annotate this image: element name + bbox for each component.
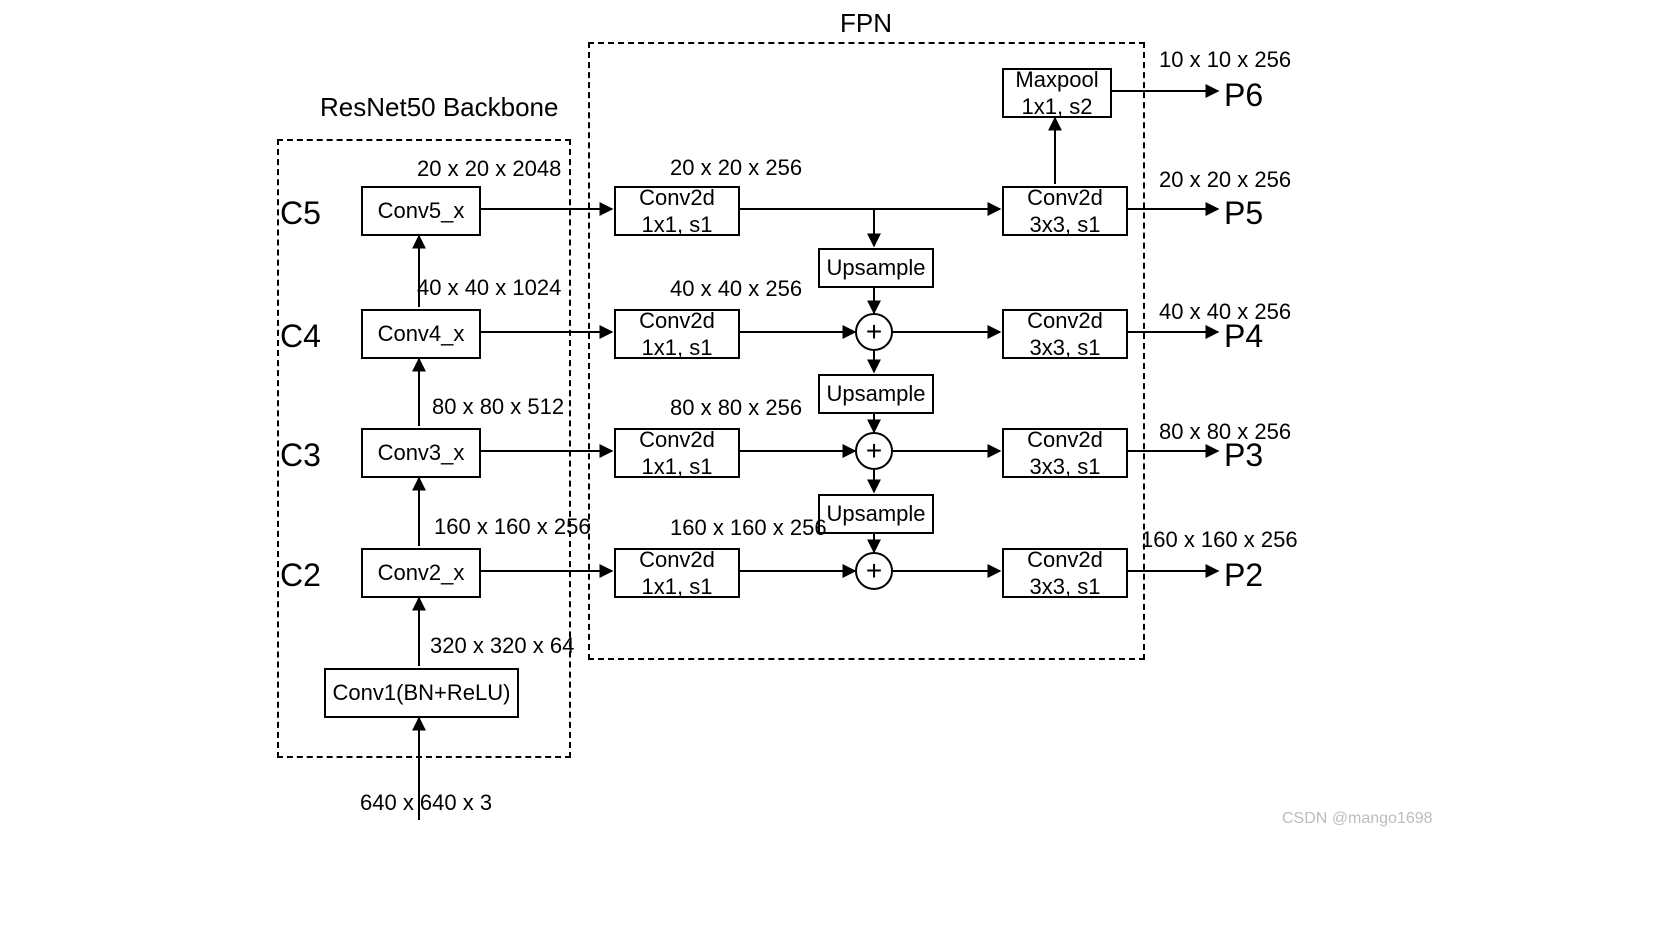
label-p6: P6 [1224,77,1263,114]
block-conv5-text: Conv5_x [378,197,465,225]
dim-c4: 40 x 40 x 1024 [417,275,561,301]
block-upsample5-text: Upsample [826,254,925,282]
block-out5-l1: Conv2d [1027,184,1103,212]
block-conv1-text: Conv1(BN+ReLU) [333,679,511,707]
block-out2-l2: 3x3, s1 [1030,573,1101,601]
block-lateral2-l1: Conv2d [639,546,715,574]
block-lateral4: Conv2d1x1, s1 [614,309,740,359]
label-c4: C4 [280,318,321,355]
block-maxpool-l2: 1x1, s2 [1022,93,1093,121]
block-upsample3-text: Upsample [826,500,925,528]
dim-lat2: 160 x 160 x 256 [670,515,827,541]
block-lateral5-l2: 1x1, s1 [642,211,713,239]
block-lateral4-l1: Conv2d [639,307,715,335]
block-lateral5: Conv2d1x1, s1 [614,186,740,236]
fpn-group-title: FPN [840,8,892,39]
add-node-2: + [855,552,893,590]
add-node-4: + [855,313,893,351]
dim-lat4: 40 x 40 x 256 [670,276,802,302]
dim-c3: 80 x 80 x 512 [432,394,564,420]
label-c3: C3 [280,437,321,474]
block-lateral4-l2: 1x1, s1 [642,334,713,362]
watermark: CSDN @mango1698 [1282,810,1433,828]
block-upsample3: Upsample [818,494,934,534]
block-conv5: Conv5_x [361,186,481,236]
dim-p2: 160 x 160 x 256 [1141,527,1298,553]
block-out4-l2: 3x3, s1 [1030,334,1101,362]
block-upsample5: Upsample [818,248,934,288]
block-conv4-text: Conv4_x [378,320,465,348]
label-c2: C2 [280,557,321,594]
block-out3: Conv2d3x3, s1 [1002,428,1128,478]
block-lateral2: Conv2d1x1, s1 [614,548,740,598]
block-conv2-text: Conv2_x [378,559,465,587]
block-conv1: Conv1(BN+ReLU) [324,668,519,718]
block-conv3: Conv3_x [361,428,481,478]
block-lateral3-l2: 1x1, s1 [642,453,713,481]
dim-c1: 320 x 320 x 64 [430,633,574,659]
add-node-3: + [855,432,893,470]
block-out2: Conv2d3x3, s1 [1002,548,1128,598]
dim-c2: 160 x 160 x 256 [434,514,591,540]
dim-c5: 20 x 20 x 2048 [417,156,561,182]
block-lateral3: Conv2d1x1, s1 [614,428,740,478]
block-conv3-text: Conv3_x [378,439,465,467]
block-lateral5-l1: Conv2d [639,184,715,212]
label-c5: C5 [280,195,321,232]
block-conv4: Conv4_x [361,309,481,359]
label-p5: P5 [1224,195,1263,232]
dim-lat3: 80 x 80 x 256 [670,395,802,421]
block-conv2: Conv2_x [361,548,481,598]
block-out3-l1: Conv2d [1027,426,1103,454]
dim-p4: 40 x 40 x 256 [1159,299,1291,325]
dim-lat5: 20 x 20 x 256 [670,155,802,181]
dim-p6: 10 x 10 x 256 [1159,47,1291,73]
block-lateral3-l1: Conv2d [639,426,715,454]
label-p2: P2 [1224,557,1263,594]
block-upsample4-text: Upsample [826,380,925,408]
dim-p5: 20 x 20 x 256 [1159,167,1291,193]
block-out2-l1: Conv2d [1027,546,1103,574]
block-out4-l1: Conv2d [1027,307,1103,335]
dim-p3: 80 x 80 x 256 [1159,419,1291,445]
block-maxpool: Maxpool1x1, s2 [1002,68,1112,118]
block-out4: Conv2d3x3, s1 [1002,309,1128,359]
block-out3-l2: 3x3, s1 [1030,453,1101,481]
block-out5-l2: 3x3, s1 [1030,211,1101,239]
block-lateral2-l2: 1x1, s1 [642,573,713,601]
block-out5: Conv2d3x3, s1 [1002,186,1128,236]
block-maxpool-l1: Maxpool [1015,66,1098,94]
dim-input: 640 x 640 x 3 [360,790,492,816]
block-upsample4: Upsample [818,374,934,414]
backbone-group-title: ResNet50 Backbone [320,92,558,123]
